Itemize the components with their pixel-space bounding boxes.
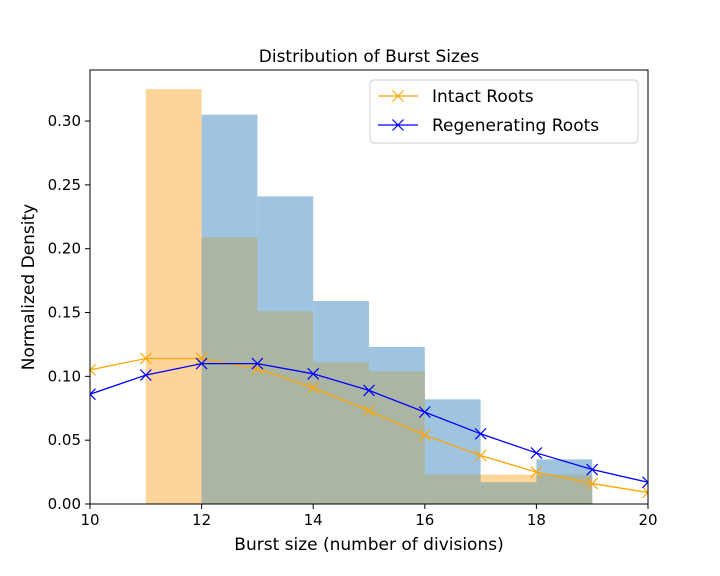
overlap-histogram-bar	[257, 311, 314, 504]
y-tick-label: 0.10	[48, 367, 81, 385]
intact-roots-point	[363, 404, 375, 417]
regenerating-roots-point	[474, 427, 487, 440]
regenerating-roots-point	[642, 476, 648, 489]
marker-stroke	[139, 369, 152, 382]
plot-frame	[89, 69, 649, 505]
intact-roots-point	[474, 449, 487, 462]
marker-stroke	[195, 352, 208, 365]
y-axis-label: Normalized Density	[19, 204, 39, 370]
chart-title: Distribution of Burst Sizes	[259, 47, 480, 67]
marker-stroke	[307, 367, 320, 380]
intact-roots-point	[307, 381, 320, 394]
marker-stroke	[418, 406, 431, 419]
histogram-bars	[145, 89, 593, 505]
intact-roots-point	[195, 352, 208, 365]
legend-marker-intact	[392, 90, 404, 102]
regenerating-roots-point	[90, 388, 96, 401]
marker-stroke	[530, 447, 543, 459]
y-tick-label: 0.05	[48, 431, 81, 449]
x-tick-label: 14	[304, 511, 323, 529]
marker-stroke	[418, 429, 431, 441]
marker-stroke	[90, 388, 96, 396]
legend-box	[369, 79, 639, 144]
regenerating-roots-point	[530, 447, 543, 459]
overlap-histogram-bar	[201, 237, 258, 504]
x-tick-label: 20	[638, 511, 657, 529]
marker-stroke	[642, 481, 648, 489]
y-tick-label: 0.20	[48, 240, 81, 258]
legend-label-regenerating: Regenerating Roots	[432, 116, 599, 136]
intact-roots-point	[586, 477, 599, 490]
marker-stroke	[251, 357, 264, 370]
overlap-histogram-bar	[536, 474, 593, 504]
intact-roots-point	[418, 429, 431, 441]
marker-stroke	[251, 362, 264, 375]
marker-stroke	[586, 463, 599, 476]
marker-stroke	[474, 427, 487, 440]
regenerating-roots-point	[363, 384, 375, 397]
regenerating-roots-point	[251, 357, 264, 370]
marker-stroke	[90, 364, 96, 371]
intact-roots-point	[90, 364, 96, 376]
x-tick-label: 16	[415, 511, 434, 529]
x-tick-label: 18	[527, 511, 546, 529]
overlap-histogram-bar	[369, 371, 425, 504]
legend-marker-regenerating	[392, 119, 404, 131]
overlap-histogram-bar	[424, 474, 481, 504]
marker-stroke	[586, 477, 599, 490]
marker-stroke	[139, 352, 152, 365]
x-tick-label: 10	[80, 511, 99, 529]
marker-stroke	[90, 369, 96, 376]
legend: Intact Roots Regenerating Roots	[369, 79, 639, 144]
regenerating-roots-point	[195, 357, 208, 370]
regenerating-roots-point	[418, 406, 431, 419]
density-lines	[90, 352, 648, 499]
marker-stroke	[530, 466, 543, 479]
intact-histogram-bar	[145, 89, 202, 504]
overlap-histogram-bar	[480, 482, 537, 504]
y-tick-label: 0.30	[48, 112, 81, 130]
x-axis-label: Burst size (number of divisions)	[234, 535, 503, 555]
intact-roots-point	[139, 352, 152, 365]
marker-stroke	[642, 491, 648, 499]
y-tick-label: 0.25	[48, 176, 81, 194]
marker-stroke	[363, 384, 375, 397]
marker-stroke	[307, 381, 320, 394]
marker-stroke	[363, 404, 375, 417]
marker-stroke	[474, 449, 487, 462]
y-tick-label: 0.00	[48, 495, 81, 513]
y-tick-label: 0.15	[48, 304, 81, 322]
axes: 10 12 14 16 18 20 0.00 0.05 0.10 0.15 0.20 0.25 0.30	[48, 69, 658, 529]
x-tick-label: 12	[192, 511, 211, 529]
legend-label-intact: Intact Roots	[432, 87, 534, 107]
marker-stroke	[642, 486, 648, 494]
overlap-histogram-bar	[313, 362, 369, 504]
marker-stroke	[90, 393, 96, 401]
regenerating-roots-point	[139, 369, 152, 382]
regenerating-roots-point	[307, 367, 320, 380]
intact-roots-point	[530, 466, 543, 479]
marker-stroke	[642, 476, 648, 484]
marker-stroke	[195, 357, 208, 370]
intact-roots-point	[642, 486, 648, 499]
regenerating-roots-point	[586, 463, 599, 476]
intact-roots-point	[251, 362, 264, 375]
